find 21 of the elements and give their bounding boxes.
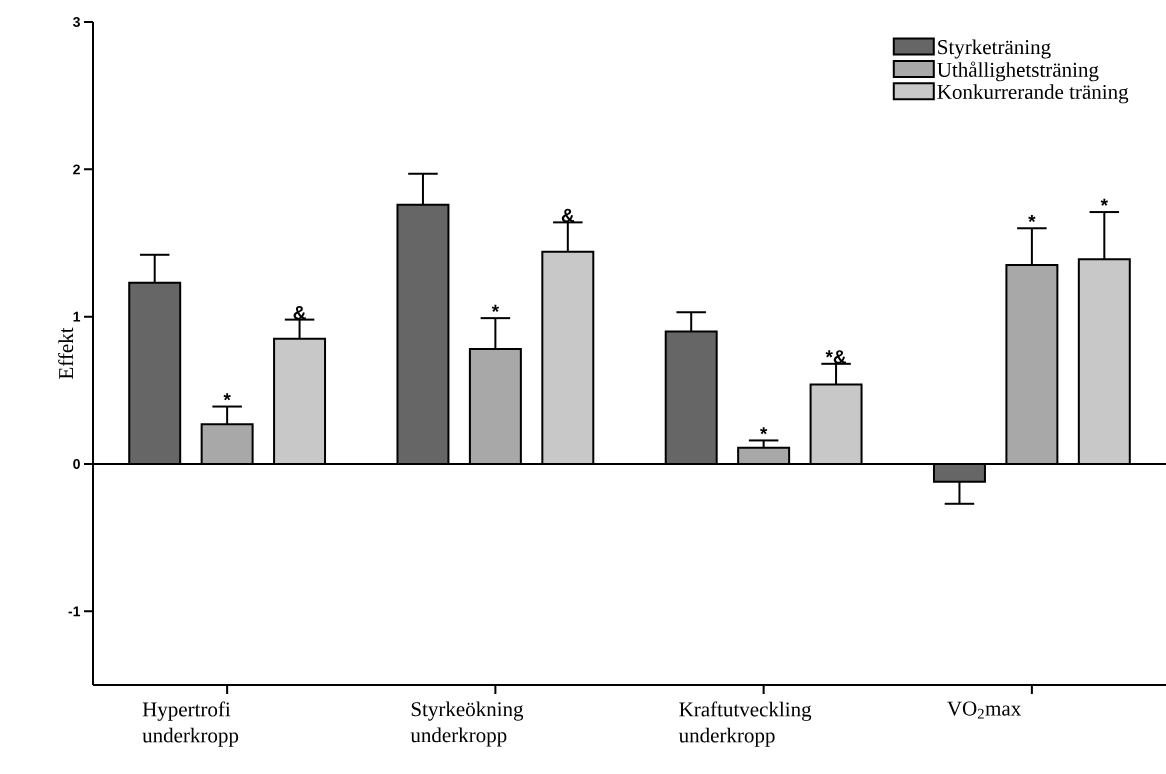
legend-label: Styrketräning (938, 39, 1051, 59)
y-tick-label: 2 (73, 164, 80, 175)
data-label: * (223, 393, 231, 401)
data-label: & (293, 306, 306, 320)
x-tick-label: Kraftutveckling underkropp (678, 701, 812, 747)
y-axis-title: Effekt (58, 327, 74, 379)
y-tick-label: 0 (73, 459, 80, 469)
x-tick-label: Hypertrofi underkropp (142, 701, 239, 747)
data-label: * (491, 304, 500, 312)
legend-label: Konkurrerande träning (937, 84, 1129, 104)
legend-label: Uthållighetsträning (937, 61, 1099, 82)
x-tick-label: Styrkeökning underkropp (410, 701, 524, 747)
data-label: *& (825, 350, 847, 364)
y-tick-label: 3 (73, 17, 80, 27)
data-label: * (1028, 215, 1036, 223)
x-tick-label: VO$_{2}$max (947, 701, 1021, 719)
data-label: * (760, 427, 768, 435)
data-label: & (561, 208, 575, 223)
y-tick-label: 1 (73, 311, 81, 322)
y-tick-label: -1 (68, 606, 81, 617)
data-label: * (1100, 198, 1108, 206)
